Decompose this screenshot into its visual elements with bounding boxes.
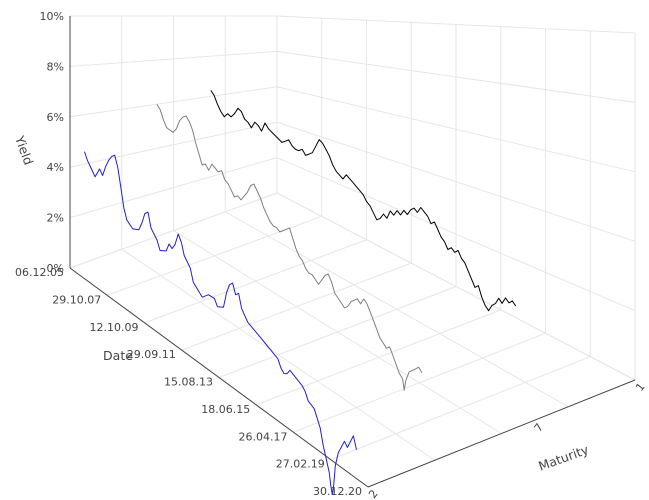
yield-axis-title: Yield	[12, 133, 37, 167]
grid-line-yield	[69, 86, 636, 173]
date-tick-label: 06.12.05	[15, 266, 64, 279]
date-tick-label: 30.12.20	[313, 485, 362, 498]
maturity-tick-label: 2	[366, 487, 381, 500]
grid-line-yield	[70, 15, 636, 34]
grid-line-floor-maturity	[121, 248, 436, 461]
series-line-blue	[84, 151, 357, 496]
maturity-tick-label: 1	[633, 380, 648, 394]
axes	[69, 16, 636, 488]
maturity-axis-line	[367, 379, 636, 488]
series-line-gray	[156, 103, 423, 391]
grid-line-floor-maturity	[225, 211, 569, 408]
date-tick-label: 12.10.09	[90, 321, 139, 334]
maturity-axis-title: Maturity	[536, 442, 591, 474]
date-tick-label: 26.04.17	[239, 430, 288, 443]
date-tick-label: 15.08.13	[164, 376, 213, 389]
series-line-black	[210, 90, 517, 312]
series-layer	[84, 90, 517, 496]
yield-tick-label: 6%	[47, 111, 64, 124]
yield-tick-label: 4%	[47, 161, 64, 174]
grid-line-yield	[69, 50, 636, 103]
yield-tick-label: 10%	[40, 10, 64, 23]
date-axis-line	[69, 267, 369, 488]
yield-tick-label: 8%	[47, 60, 64, 73]
grid-line-floor-maturity	[173, 230, 502, 434]
date-tick-label: 18.06.15	[201, 403, 250, 416]
maturity-tick-label: 7	[532, 421, 547, 435]
tick-labels: 0% 2% 4% 6% 8% 10% 06.12.05 29.10.07 12.10.09 29.…	[15, 10, 648, 500]
date-axis-title: Date	[103, 348, 133, 363]
date-tick-label: 29.09.11	[127, 348, 176, 361]
date-tick-label: 29.10.07	[52, 293, 101, 306]
gridlines	[69, 15, 636, 488]
grid-line-floor-maturity	[276, 192, 636, 381]
date-tick-label: 27.02.19	[276, 458, 325, 471]
yield-tick-label: 0%	[47, 262, 64, 275]
yield-tick-label: 2%	[47, 212, 64, 225]
grid-line-yield	[69, 157, 636, 312]
